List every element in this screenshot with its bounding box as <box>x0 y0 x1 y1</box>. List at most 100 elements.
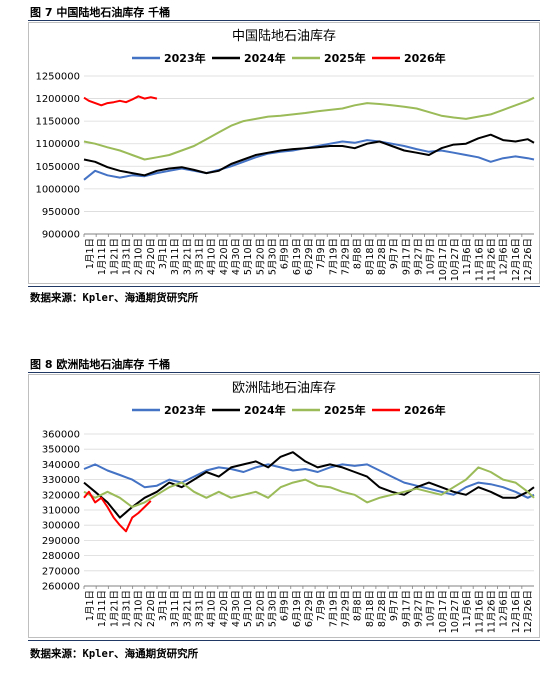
figure-7-bottom-rule <box>28 286 540 287</box>
x-tick-label: 5月30日 <box>268 590 279 627</box>
x-tick-label: 4月10日 <box>207 590 218 627</box>
legend-item: 2024年 <box>212 403 286 417</box>
x-tick-label: 8月18日 <box>365 590 376 627</box>
x-tick-label: 12月26日 <box>523 590 534 633</box>
x-tick-label: 3月1日 <box>158 590 169 621</box>
legend-label: 2023年 <box>164 403 206 417</box>
x-tick-label: 2月10日 <box>134 590 145 627</box>
x-tick-label: 6月29日 <box>304 590 315 627</box>
x-tick-label: 5月10日 <box>243 590 254 627</box>
x-tick-label: 9月7日 <box>389 238 400 269</box>
legend-label: 2026年 <box>404 51 446 65</box>
x-tick-label: 1月1日 <box>85 238 96 269</box>
y-tick-label: 260000 <box>42 582 80 593</box>
x-tick-label: 5月30日 <box>268 238 279 275</box>
series-line-2 <box>83 451 535 519</box>
figure-8-bottom-rule <box>28 640 540 641</box>
x-tick-label: 8月28日 <box>377 238 388 275</box>
x-tick-label: 6月19日 <box>292 590 303 627</box>
x-tick-label: 4月20日 <box>219 590 230 627</box>
y-tick-label: 270000 <box>42 566 80 577</box>
x-tick-label: 9月7日 <box>389 590 400 621</box>
chart-border <box>28 374 540 638</box>
x-tick-label: 12月16日 <box>511 590 522 633</box>
x-tick-label: 3月11日 <box>170 238 181 275</box>
y-tick-label: 900000 <box>42 230 80 241</box>
chart-title: 中国陆地石油库存 <box>232 28 336 44</box>
legend-item: 2026年 <box>372 51 446 65</box>
y-tick-label: 1050000 <box>35 162 80 173</box>
x-tick-label: 7月9日 <box>316 590 327 621</box>
x-tick-label: 10月17日 <box>438 238 449 281</box>
china-inventory-chart-frame: 中国陆地石油库存 2023年 2024年 2025年 2026年 900000 950000… <box>28 22 540 284</box>
x-tick-label: 6月19日 <box>292 238 303 275</box>
series-line-1 <box>83 139 535 181</box>
x-tick-label: 3月1日 <box>158 238 169 269</box>
series-line-4 <box>83 95 158 107</box>
x-tick-label: 10月7日 <box>426 590 437 627</box>
europe-inventory-chart-frame: 欧洲陆地石油库存 2023年 2024年 2025年 2026年 260000 270000… <box>28 374 540 638</box>
x-tick-label: 2月10日 <box>134 238 145 275</box>
x-tick-label: 7月9日 <box>316 238 327 269</box>
y-tick-label: 320000 <box>42 490 80 501</box>
x-tick-label: 8月28日 <box>377 590 388 627</box>
x-tick-label: 2月20日 <box>146 238 157 275</box>
y-tick-label: 360000 <box>42 430 80 441</box>
x-tick-label: 9月27日 <box>413 590 424 627</box>
series-line-1 <box>83 463 535 499</box>
x-tick-label: 5月10日 <box>243 238 254 275</box>
x-tick-label: 1月31日 <box>122 590 133 627</box>
x-tick-label: 6月29日 <box>304 238 315 275</box>
x-tick-label: 7月19日 <box>328 238 339 275</box>
x-tick-label: 4月30日 <box>231 238 242 275</box>
series-line-3 <box>83 466 535 508</box>
x-tick-label: 12月6日 <box>499 590 510 627</box>
legend-label: 2025年 <box>324 403 366 417</box>
china-inventory-chart: 中国陆地石油库存 2023年 2024年 2025年 2026年 900000 950000… <box>28 22 540 284</box>
x-tick-label: 7月19日 <box>328 590 339 627</box>
series-line-3 <box>83 96 535 161</box>
x-tick-label: 1月31日 <box>122 238 133 275</box>
x-tick-label: 1月1日 <box>85 590 96 621</box>
x-tick-label: 10月27日 <box>450 590 461 633</box>
legend-label: 2023年 <box>164 51 206 65</box>
x-tick-label: 12月6日 <box>499 238 510 275</box>
x-tick-label: 9月17日 <box>401 238 412 275</box>
y-tick-label: 1150000 <box>35 117 80 128</box>
x-tick-label: 4月20日 <box>219 238 230 275</box>
chart-border <box>28 22 540 284</box>
x-tick-label: 10月17日 <box>438 590 449 633</box>
x-tick-label: 11月16日 <box>474 590 485 633</box>
legend-label: 2026年 <box>404 403 446 417</box>
y-tick-label: 1200000 <box>35 94 80 105</box>
chart-title: 欧洲陆地石油库存 <box>232 380 336 396</box>
x-tick-label: 9月27日 <box>413 238 424 275</box>
x-tick-label: 7月29日 <box>340 590 351 627</box>
legend-item: 2025年 <box>292 403 366 417</box>
y-tick-label: 300000 <box>42 521 80 532</box>
series-line-2 <box>83 133 535 177</box>
y-tick-label: 950000 <box>42 207 80 218</box>
x-tick-label: 11月26日 <box>486 590 497 633</box>
europe-inventory-chart: 欧洲陆地石油库存 2023年 2024年 2025年 2026年 260000 270000… <box>28 374 540 638</box>
x-tick-label: 1月11日 <box>97 590 108 627</box>
x-tick-label: 6月9日 <box>280 238 291 269</box>
x-tick-label: 4月10日 <box>207 238 218 275</box>
series-line-4 <box>83 490 152 533</box>
x-tick-label: 2月20日 <box>146 590 157 627</box>
y-tick-label: 1000000 <box>35 184 80 195</box>
y-tick-label: 340000 <box>42 460 80 471</box>
x-tick-label: 12月16日 <box>511 238 522 281</box>
x-tick-label: 8月8日 <box>353 590 364 621</box>
x-tick-label: 11月26日 <box>486 238 497 281</box>
y-tick-label: 1100000 <box>35 139 80 150</box>
legend-item: 2026年 <box>372 403 446 417</box>
x-tick-label: 11月16日 <box>474 238 485 281</box>
y-tick-label: 280000 <box>42 551 80 562</box>
y-tick-label: 310000 <box>42 506 80 517</box>
figure-8-rule <box>28 372 540 373</box>
legend-item: 2023年 <box>132 403 206 417</box>
figure-7-heading: 图 7 中国陆地石油库存 千桶 <box>30 6 171 19</box>
x-tick-label: 9月17日 <box>401 590 412 627</box>
y-tick-label: 1250000 <box>35 72 80 83</box>
